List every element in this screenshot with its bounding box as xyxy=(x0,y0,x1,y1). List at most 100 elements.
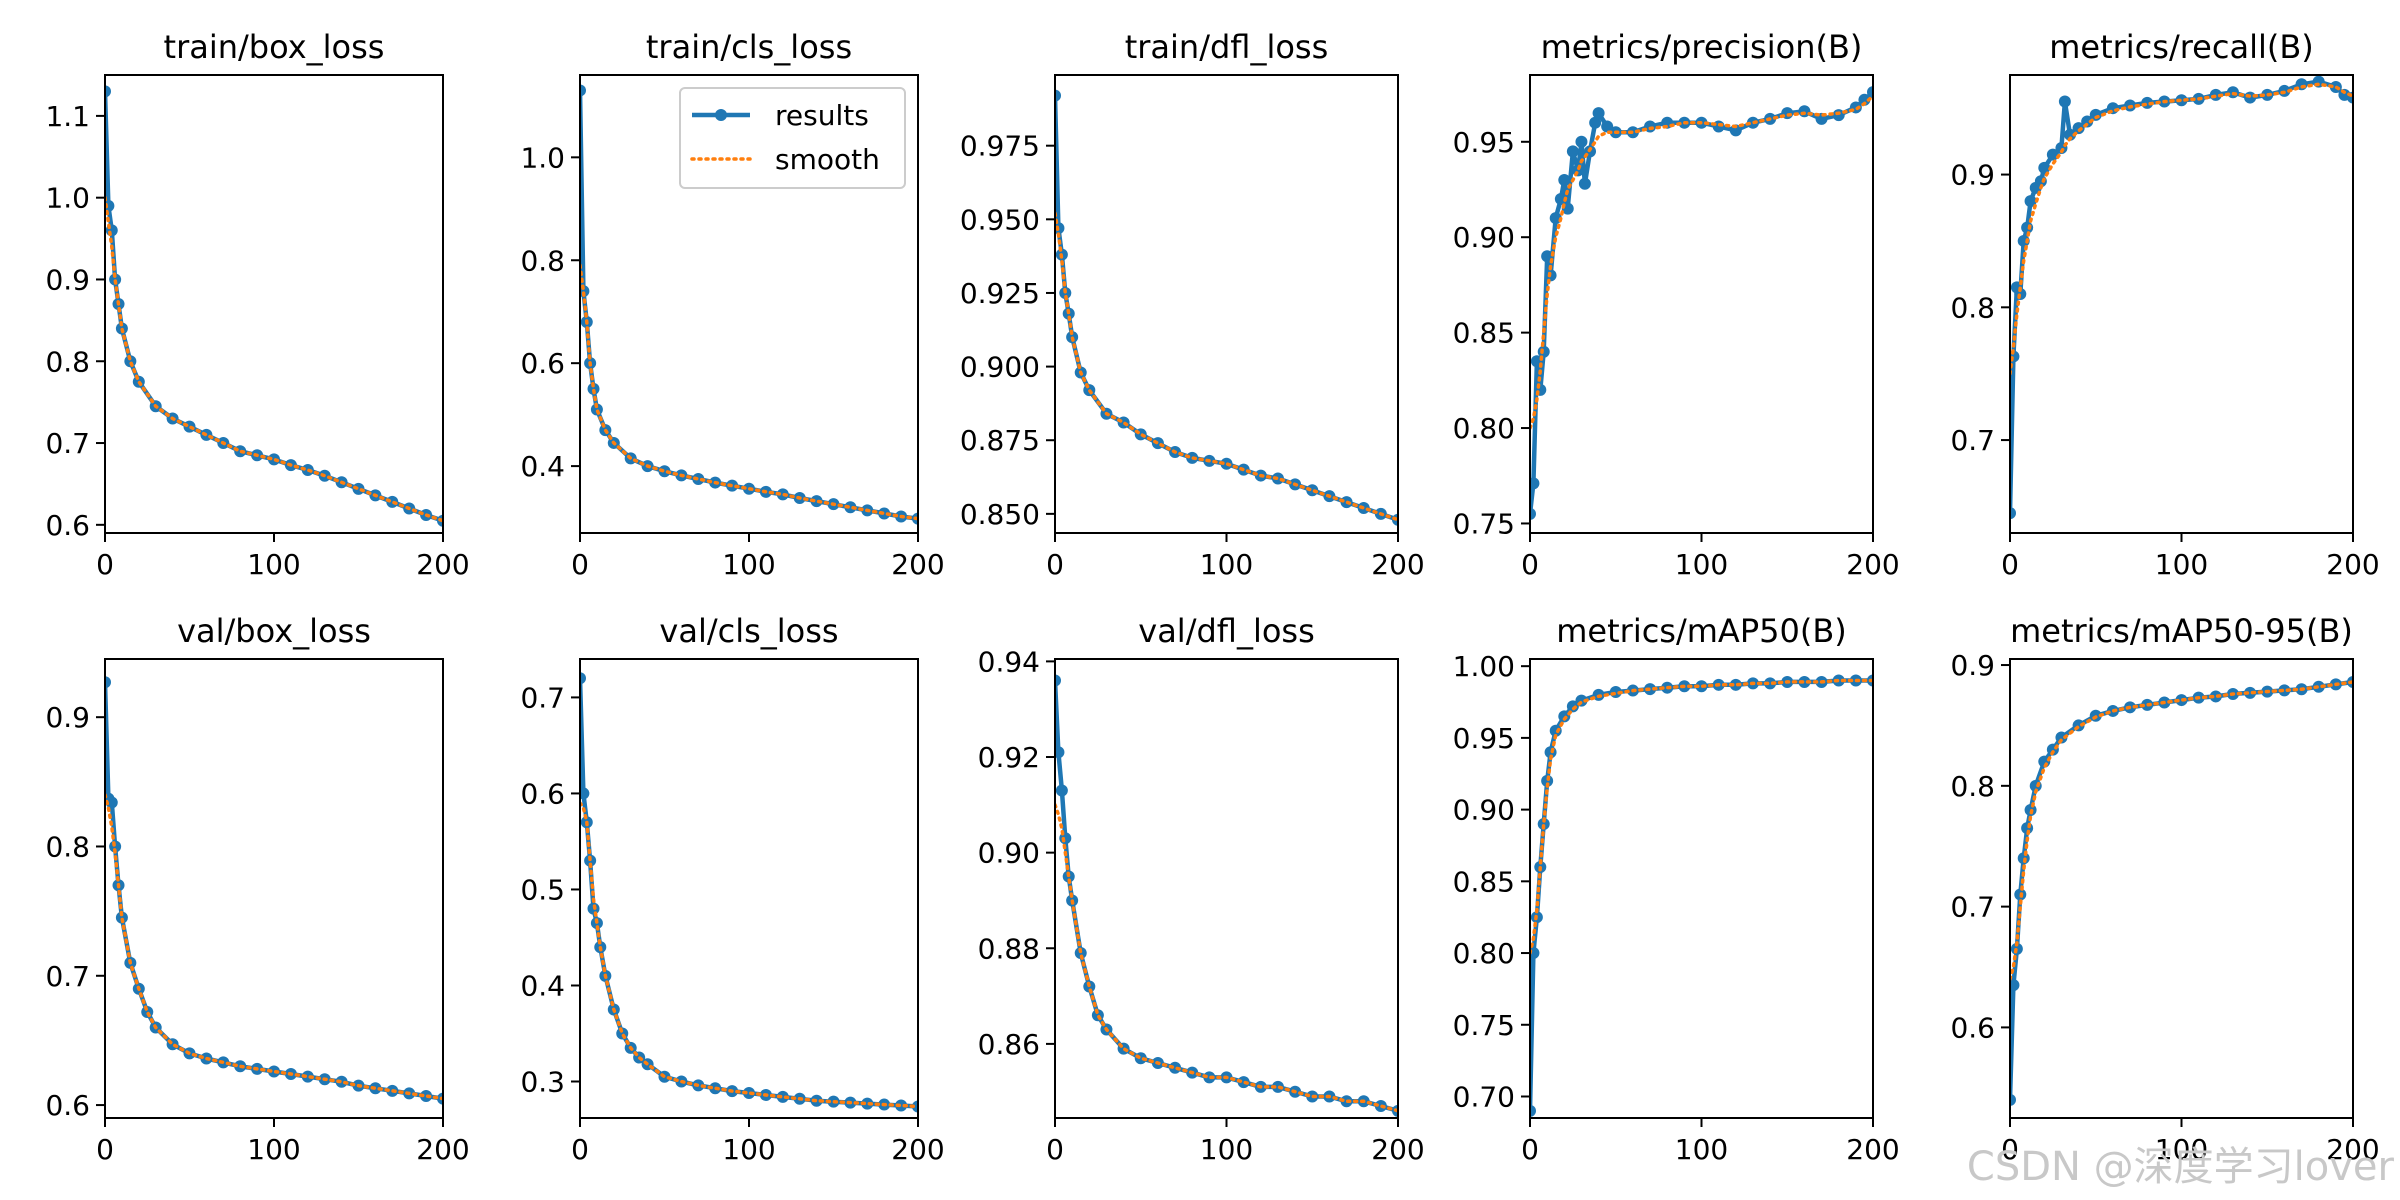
data-point xyxy=(1867,86,1873,99)
x-tick-label: 100 xyxy=(1200,548,1253,581)
series-line-smooth xyxy=(105,793,443,1101)
data-point xyxy=(1589,116,1602,129)
x-tick-label: 100 xyxy=(2155,548,2208,581)
y-tick-label: 0.9 xyxy=(45,263,90,296)
plot-area xyxy=(1055,674,1398,1117)
x-tick-label: 200 xyxy=(1846,548,1899,581)
plot-area xyxy=(1530,674,1873,1117)
series-line-results xyxy=(1055,95,1398,522)
data-point xyxy=(1566,700,1579,713)
y-tick-label: 0.88 xyxy=(978,932,1040,965)
x-tick-label: 0 xyxy=(1046,1133,1064,1166)
legend: results smooth xyxy=(679,87,906,189)
axes-frame xyxy=(2009,658,2354,1119)
y-tick-label: 0.9 xyxy=(45,701,90,734)
data-point xyxy=(1055,222,1065,235)
legend-label-smooth: smooth xyxy=(775,143,880,176)
data-point xyxy=(658,465,671,478)
chart-panel: train/dfl_loss 0 100 200 0.850 0.875 0.900 0.92… xyxy=(960,28,1425,581)
y-tick-label: 0.8 xyxy=(45,830,90,863)
chart-panel: metrics/recall(B) 0 100 200 0.7 0.8 0.9 xyxy=(1950,28,2379,581)
series-line-results xyxy=(2010,679,2353,1100)
series-line-smooth xyxy=(1055,803,1398,1113)
data-point xyxy=(1798,675,1811,688)
data-point xyxy=(1537,817,1550,830)
data-point xyxy=(105,85,111,98)
data-point xyxy=(861,1097,874,1110)
y-tick-label: 0.8 xyxy=(520,244,565,277)
chart-title: val/box_loss xyxy=(177,612,371,650)
data-point xyxy=(1055,89,1061,102)
y-tick-label: 0.75 xyxy=(1453,1009,1515,1042)
y-tick-label: 0.85 xyxy=(1453,317,1515,350)
y-tick-label: 1.1 xyxy=(45,100,90,133)
plot-area xyxy=(105,676,443,1105)
y-tick-label: 0.94 xyxy=(978,645,1040,678)
data-point xyxy=(844,501,857,514)
x-tick-label: 100 xyxy=(247,1133,300,1166)
data-point xyxy=(2064,128,2077,141)
plot-area xyxy=(105,85,443,527)
data-point xyxy=(810,495,823,508)
data-point xyxy=(105,676,111,689)
y-tick-label: 0.90 xyxy=(978,837,1040,870)
data-point xyxy=(1566,145,1579,158)
chart-panel: train/box_loss 0 100 200 0.6 0.7 0.8 0.9 1.0 1.1 xyxy=(45,28,469,581)
series-line-results xyxy=(1530,90,1873,515)
series-line-smooth xyxy=(105,195,443,523)
data-point xyxy=(1858,93,1871,106)
y-tick-label: 0.75 xyxy=(1453,507,1515,540)
y-tick-label: 0.90 xyxy=(1453,221,1515,254)
x-tick-label: 100 xyxy=(1675,548,1728,581)
x-tick-label: 200 xyxy=(2326,548,2379,581)
chart-title: metrics/recall(B) xyxy=(2049,28,2314,66)
chart-title: metrics/precision(B) xyxy=(1541,28,1863,66)
y-tick-label: 0.7 xyxy=(1950,424,1995,457)
series-line-smooth xyxy=(1055,211,1398,522)
data-point xyxy=(1055,746,1065,759)
y-tick-label: 0.9 xyxy=(1950,649,1995,682)
data-point xyxy=(1530,947,1540,960)
data-point xyxy=(2058,95,2071,108)
y-tick-label: 0.925 xyxy=(960,277,1040,310)
y-tick-label: 0.5 xyxy=(520,873,565,906)
axes-frame xyxy=(104,658,444,1119)
data-point xyxy=(2072,122,2085,135)
data-point xyxy=(1592,107,1605,120)
y-tick-label: 0.95 xyxy=(1453,722,1515,755)
y-tick-label: 0.92 xyxy=(978,741,1040,774)
chart-title: val/cls_loss xyxy=(659,612,838,650)
series-line-results xyxy=(1055,680,1398,1113)
data-point xyxy=(1832,109,1845,122)
data-point xyxy=(580,787,590,800)
series-line-results xyxy=(1530,678,1873,1111)
x-tick-label: 0 xyxy=(96,548,114,581)
x-tick-label: 100 xyxy=(1675,1133,1728,1166)
data-point xyxy=(2017,234,2030,247)
series-line-smooth xyxy=(2010,82,2353,376)
y-tick-label: 0.7 xyxy=(45,960,90,993)
y-tick-label: 0.7 xyxy=(45,427,90,460)
y-tick-label: 0.8 xyxy=(1950,770,1995,803)
x-tick-label: 200 xyxy=(1371,548,1424,581)
y-tick-label: 0.6 xyxy=(45,509,90,542)
data-point xyxy=(105,796,118,809)
series-line-smooth xyxy=(580,263,918,521)
data-point xyxy=(743,1087,755,1100)
y-tick-label: 0.86 xyxy=(978,1028,1040,1061)
y-tick-label: 0.90 xyxy=(1453,794,1515,827)
y-tick-label: 0.7 xyxy=(1950,891,1995,924)
data-point xyxy=(2055,731,2068,744)
plot-area xyxy=(1055,89,1398,526)
y-tick-label: 0.975 xyxy=(960,130,1040,163)
data-point xyxy=(2244,686,2257,699)
data-point xyxy=(1549,724,1562,737)
y-tick-label: 0.9 xyxy=(1950,159,1995,192)
chart-panel: metrics/precision(B) 0 100 200 0.75 0.80 0.85 0… xyxy=(1453,28,1900,581)
chart-title: metrics/mAP50(B) xyxy=(1556,612,1847,650)
y-tick-label: 0.6 xyxy=(520,347,565,380)
y-tick-label: 0.4 xyxy=(520,969,565,1002)
y-tick-label: 1.00 xyxy=(1453,650,1515,683)
y-tick-label: 0.95 xyxy=(1453,126,1515,159)
data-point xyxy=(2038,161,2051,174)
